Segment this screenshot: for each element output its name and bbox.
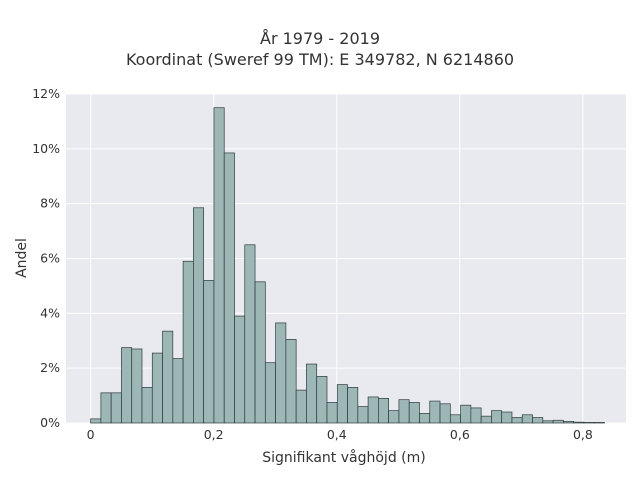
histogram-bars: [90, 107, 605, 424]
histogram-bar-34: [439, 403, 451, 424]
histogram-bar-31: [408, 402, 420, 424]
y-tick-label-6: 12%: [32, 86, 60, 101]
histogram-bar-27: [367, 396, 379, 424]
histogram-bar-25: [347, 387, 359, 424]
histogram-bar-46: [563, 421, 574, 424]
histogram-bar-10: [193, 207, 205, 424]
grid-lines: [66, 93, 626, 424]
histogram-bar-22: [316, 376, 328, 424]
y-tick-label-4: 8%: [40, 196, 60, 211]
histogram-bar-20: [295, 389, 307, 424]
histogram-bar-17: [264, 362, 276, 424]
y-axis-ticks: 0% 2% 4% 6% 8% 10% 12%: [32, 86, 60, 430]
histogram-bar-5: [141, 387, 153, 424]
y-tick-label-0: 0%: [40, 415, 60, 430]
y-axis-title: Andel: [14, 238, 30, 278]
histogram-bar-6: [151, 352, 163, 424]
histogram-bar-26: [357, 406, 369, 424]
histogram-bar-45: [552, 419, 564, 424]
histogram-bar-8: [172, 358, 184, 424]
histogram-bar-13: [223, 152, 235, 424]
histogram-bar-49: [593, 422, 605, 424]
x-axis-ticks: 0 0,2 0,4 0,6 0,8: [87, 427, 593, 442]
x-tick-label-3: 0,6: [450, 427, 470, 442]
histogram-bar-4: [131, 348, 143, 424]
x-tick-label-1: 0,2: [204, 427, 224, 442]
histogram-bar-33: [429, 400, 441, 424]
x-axis-title: Signifikant våghöjd (m): [262, 449, 425, 466]
y-tick-label-3: 6%: [40, 251, 60, 266]
histogram-bar-42: [521, 414, 533, 424]
chart-title-line2: Koordinat (Sweref 99 TM): E 349782, N 62…: [125, 50, 515, 69]
histogram-bar-7: [162, 330, 174, 424]
histogram-bar-9: [182, 260, 194, 424]
histogram-bar-47: [573, 421, 585, 424]
histogram-bar-32: [419, 413, 431, 424]
x-tick-label-4: 0,8: [573, 427, 593, 442]
histogram-bar-23: [326, 402, 338, 424]
histogram-bar-28: [378, 397, 389, 424]
histogram-bar-24: [336, 384, 348, 424]
histogram-bar-21: [306, 363, 318, 424]
histogram-bar-15: [244, 244, 256, 424]
histogram-bar-3: [121, 347, 133, 424]
histogram-bar-1: [100, 392, 112, 424]
histogram-bar-12: [213, 107, 225, 424]
histogram-bar-29: [388, 410, 400, 424]
histogram-bar-40: [501, 411, 513, 424]
histogram-bar-14: [234, 315, 246, 424]
histogram-bar-11: [203, 280, 215, 424]
histogram-bar-43: [532, 417, 544, 424]
y-tick-label-5: 10%: [32, 141, 60, 156]
y-tick-label-2: 4%: [40, 305, 60, 320]
histogram-bar-48: [583, 422, 595, 424]
histogram-bar-30: [398, 399, 410, 424]
histogram-bar-37: [470, 407, 482, 424]
histogram-bar-16: [254, 281, 266, 424]
histogram-bar-35: [449, 414, 461, 424]
histogram-bar-41: [511, 417, 523, 424]
histogram-bar-0: [90, 418, 102, 424]
x-tick-label-2: 0,4: [327, 427, 347, 442]
y-tick-label-1: 2%: [40, 360, 60, 375]
histogram-bar-18: [275, 322, 287, 424]
chart-title-line1: År 1979 - 2019: [260, 29, 380, 48]
histogram-bar-36: [460, 404, 472, 424]
histogram-bar-2: [110, 392, 122, 424]
histogram-bar-44: [542, 420, 554, 424]
histogram-bar-19: [285, 339, 297, 424]
histogram-bar-39: [491, 410, 503, 424]
histogram-bar-38: [480, 415, 492, 424]
x-tick-label-0: 0: [87, 427, 95, 442]
